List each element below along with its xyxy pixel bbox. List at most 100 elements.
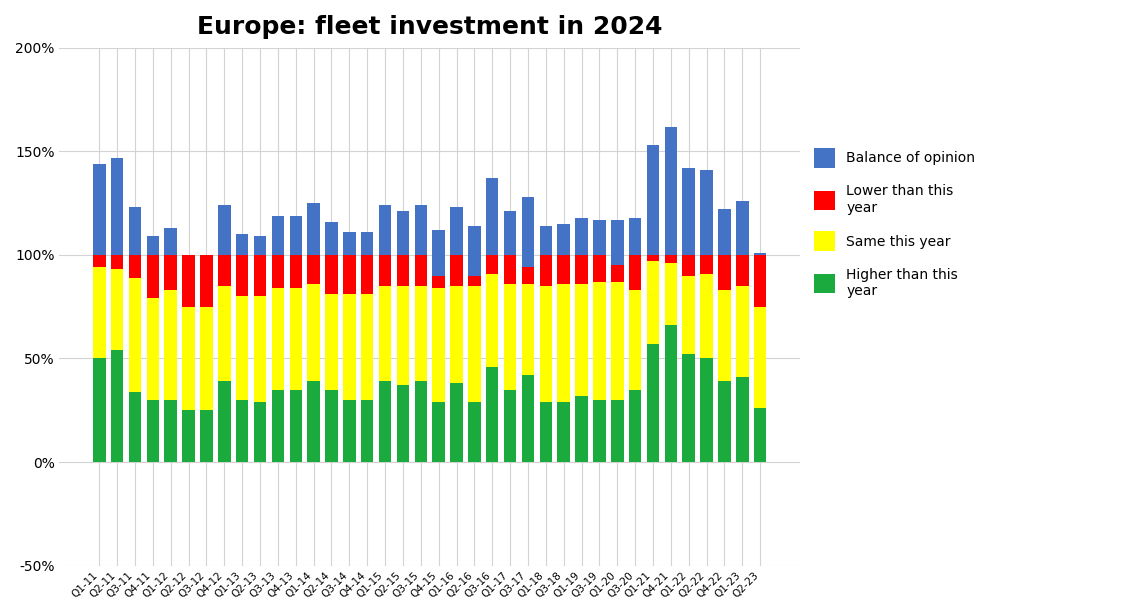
- Bar: [254, 255, 267, 296]
- Bar: [432, 288, 445, 402]
- Bar: [683, 168, 695, 255]
- Bar: [469, 402, 481, 462]
- Bar: [308, 255, 320, 284]
- Bar: [629, 255, 642, 290]
- Bar: [271, 389, 284, 462]
- Bar: [111, 269, 123, 350]
- Bar: [469, 276, 481, 286]
- Bar: [164, 290, 177, 400]
- Bar: [378, 381, 391, 462]
- Bar: [450, 207, 463, 255]
- Title: Europe: fleet investment in 2024: Europe: fleet investment in 2024: [197, 15, 662, 39]
- Bar: [683, 255, 695, 276]
- Bar: [646, 145, 659, 255]
- Bar: [539, 402, 552, 462]
- Bar: [611, 265, 624, 282]
- Bar: [93, 359, 106, 462]
- Bar: [646, 255, 659, 261]
- Bar: [432, 402, 445, 462]
- Bar: [415, 381, 428, 462]
- Bar: [218, 205, 230, 255]
- Bar: [325, 389, 337, 462]
- Bar: [629, 218, 642, 255]
- Bar: [236, 255, 249, 296]
- Bar: [343, 400, 356, 462]
- Bar: [218, 286, 230, 381]
- Bar: [665, 263, 677, 325]
- Bar: [93, 255, 106, 268]
- Bar: [736, 201, 749, 255]
- Bar: [164, 400, 177, 462]
- Bar: [236, 234, 249, 255]
- Bar: [164, 255, 177, 290]
- Bar: [236, 400, 249, 462]
- Bar: [271, 216, 284, 255]
- Bar: [576, 255, 588, 284]
- Bar: [504, 255, 516, 284]
- Bar: [415, 205, 428, 255]
- Bar: [397, 212, 409, 255]
- Bar: [361, 255, 374, 295]
- Bar: [504, 284, 516, 389]
- Bar: [736, 255, 749, 286]
- Bar: [182, 255, 195, 307]
- Bar: [450, 383, 463, 462]
- Bar: [754, 255, 766, 307]
- Bar: [486, 274, 498, 367]
- Bar: [129, 207, 141, 255]
- Bar: [593, 400, 605, 462]
- Bar: [665, 255, 677, 263]
- Bar: [629, 290, 642, 389]
- Bar: [557, 284, 570, 402]
- Bar: [254, 296, 267, 402]
- Bar: [325, 255, 337, 295]
- Bar: [646, 344, 659, 462]
- Bar: [93, 268, 106, 359]
- Bar: [557, 402, 570, 462]
- Bar: [469, 286, 481, 402]
- Bar: [539, 255, 552, 286]
- Bar: [736, 377, 749, 462]
- Bar: [182, 410, 195, 462]
- Bar: [486, 255, 498, 274]
- Bar: [415, 255, 428, 286]
- Bar: [718, 255, 731, 290]
- Bar: [308, 381, 320, 462]
- Bar: [308, 203, 320, 255]
- Bar: [486, 367, 498, 462]
- Bar: [522, 268, 535, 284]
- Bar: [325, 222, 337, 255]
- Bar: [236, 296, 249, 400]
- Bar: [522, 197, 535, 268]
- Bar: [629, 389, 642, 462]
- Bar: [361, 232, 374, 255]
- Bar: [665, 127, 677, 255]
- Bar: [147, 298, 160, 400]
- Bar: [754, 253, 766, 255]
- Bar: [700, 274, 712, 359]
- Bar: [254, 402, 267, 462]
- Bar: [415, 286, 428, 381]
- Bar: [539, 226, 552, 255]
- Bar: [432, 276, 445, 288]
- Bar: [665, 325, 677, 462]
- Bar: [111, 255, 123, 269]
- Bar: [378, 255, 391, 286]
- Bar: [700, 359, 712, 462]
- Bar: [611, 400, 624, 462]
- Bar: [700, 255, 712, 274]
- Bar: [611, 282, 624, 400]
- Bar: [129, 278, 141, 392]
- Bar: [646, 261, 659, 344]
- Bar: [361, 295, 374, 400]
- Bar: [290, 255, 302, 288]
- Bar: [486, 178, 498, 255]
- Bar: [93, 164, 106, 255]
- Bar: [290, 216, 302, 255]
- Bar: [378, 205, 391, 255]
- Bar: [754, 307, 766, 408]
- Bar: [343, 255, 356, 295]
- Bar: [576, 284, 588, 395]
- Bar: [397, 286, 409, 386]
- Bar: [450, 286, 463, 383]
